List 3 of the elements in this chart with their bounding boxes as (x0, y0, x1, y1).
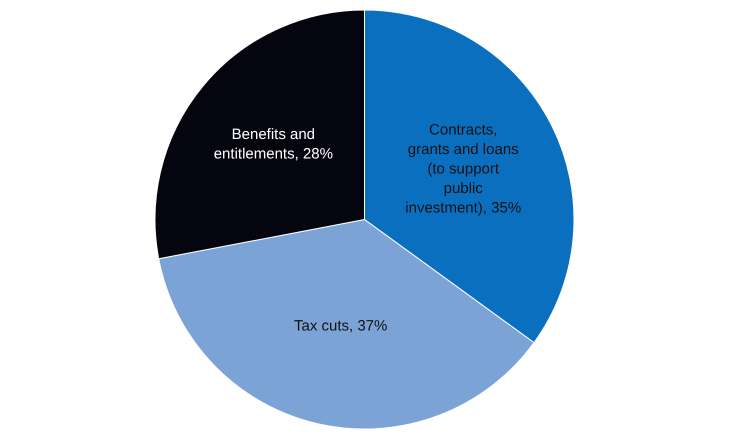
slice-label: Tax cuts, 37% (294, 318, 388, 335)
slice-label: Benefits and entitlements, 28% (214, 126, 333, 162)
slice-label: Contracts, grants and loans (to support public investment), 35% (405, 122, 522, 217)
